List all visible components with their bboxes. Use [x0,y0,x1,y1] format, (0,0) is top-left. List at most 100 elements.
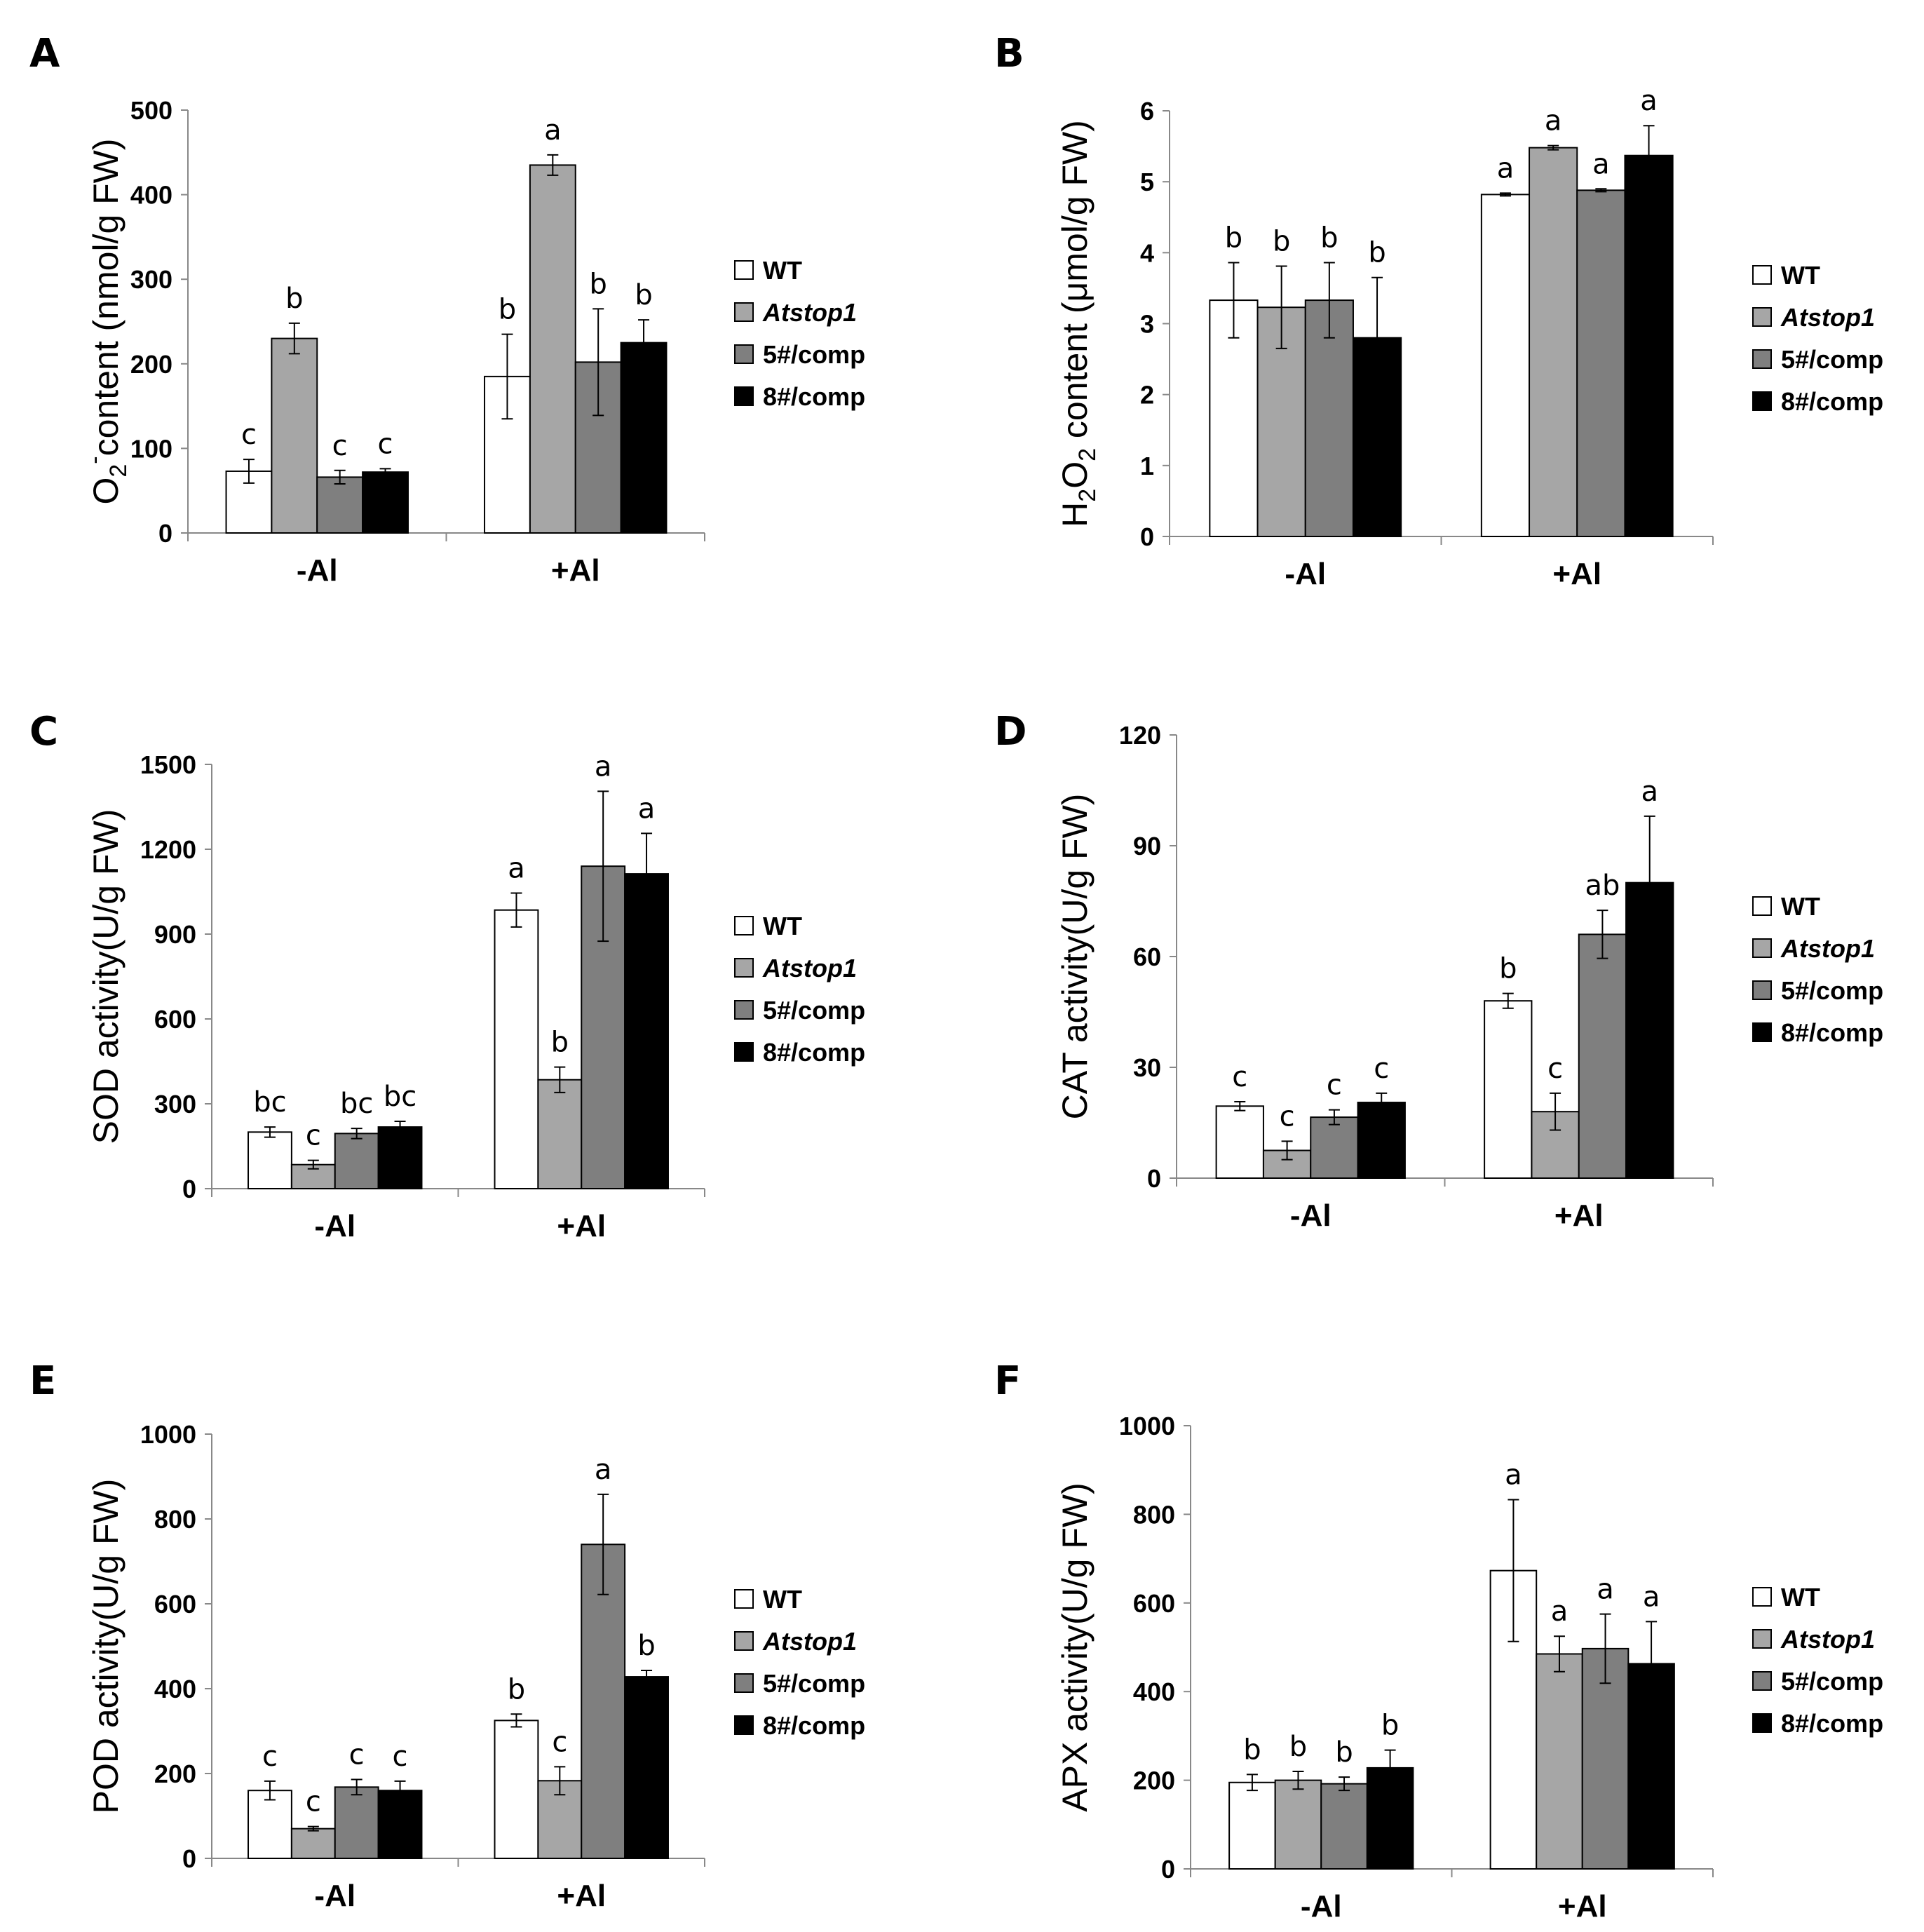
bar-8comp-plus-al [624,873,669,1189]
significance-letter: b [1273,226,1290,258]
legend-entry: Atstop1 [762,954,857,982]
significance-letter: a [638,792,656,825]
x-category-label: -Al [1301,1889,1342,1924]
bar-wt-minus-al [1209,299,1259,537]
y-tick-label: 90 [1133,832,1161,860]
significance-letter: c [306,1120,321,1152]
panel-letter: D [994,709,1027,755]
error-bar [1339,1776,1350,1792]
legend-entry: Atstop1 [1780,1625,1875,1654]
y-tick-label: 0 [158,519,172,548]
legend-swatch [734,958,754,978]
y-tick-label: 400 [130,181,172,210]
significance-letter: b [499,294,516,326]
error-bar [1646,1621,1658,1707]
legend-entry: WT [1781,1583,1820,1612]
y-tick-label: 60 [1133,943,1161,971]
significance-letter: c [262,1741,278,1773]
significance-letter: b [1289,1731,1307,1763]
x-category-label: -Al [314,1209,355,1243]
panel-letter: E [29,1358,56,1404]
significance-letter: b [637,1630,655,1662]
error-bar [1292,1770,1304,1790]
x-category-label: -Al [1290,1198,1332,1233]
y-tick-label: 3 [1140,310,1154,339]
legend: WT Atstop1 5#/comp 8#/comp [734,256,865,411]
error-bar [1547,144,1559,151]
error-bar [264,1126,276,1138]
y-tick-label: 300 [130,265,172,294]
error-bar [592,308,604,417]
legend-swatch [1752,1587,1772,1607]
x-category-label: +Al [557,1879,606,1913]
legend-entry: 5#/comp [1781,976,1883,1005]
legend-entry: 8#/comp [763,1038,865,1067]
legend-swatch [1752,1671,1772,1691]
bar-8comp-minus-al [377,1790,423,1859]
bar-wt-minus-al [1215,1105,1264,1180]
significance-letter: a [1551,1595,1569,1628]
error-bar [1553,1635,1565,1673]
y-tick-label: 2 [1140,381,1154,410]
significance-letter: c [1232,1061,1247,1093]
error-bar [1275,265,1287,349]
error-bar [641,832,653,915]
significance-letter: a [508,853,525,885]
x-category-label: -Al [1285,557,1326,591]
significance-letter: c [1547,1053,1563,1085]
y-axis-label: H2O2 content (μmol/g FW) [1055,120,1101,527]
y-tick-label: 200 [1133,1767,1175,1795]
bar-5comp-minus-al [1310,1116,1359,1179]
legend-entry: 5#/comp [1781,345,1883,374]
legend: WT Atstop1 5#/comp 8#/comp [1752,892,1883,1047]
legend-swatch [1752,1713,1772,1733]
significance-letter: c [1374,1053,1389,1085]
bar-wt-plus-al [1484,1000,1533,1179]
y-tick-label: 1500 [140,750,196,779]
error-bar [1323,262,1335,339]
y-tick-label: 200 [130,350,172,379]
legend-swatch [1752,896,1772,916]
legend-swatch [1752,307,1772,327]
bar-wt-plus-al [1480,194,1531,537]
bar-5comp-minus-al [334,1786,379,1860]
significance-letter: a [595,750,612,783]
legend-swatch [1752,265,1772,285]
bar-atstop1-plus-al [529,164,576,534]
y-tick-label: 0 [1147,1164,1161,1193]
y-tick-label: 600 [154,1590,196,1619]
significance-letter: c [552,1726,567,1758]
error-bar [288,322,300,355]
bar-atstop1-plus-al [1529,147,1578,537]
legend-entry: Atstop1 [1780,303,1875,332]
y-tick-label: 30 [1133,1053,1161,1082]
error-bar [1508,1499,1519,1642]
significance-letter: b [635,279,652,311]
significance-letter: a [1497,152,1515,184]
y-axis-label: CAT activity(U/g FW) [1055,794,1095,1120]
significance-letter: b [1320,222,1338,254]
error-bar [394,1780,406,1801]
y-tick-label: 120 [1119,721,1161,750]
error-bar [334,469,346,485]
y-axis-label: POD activity(U/g FW) [86,1479,126,1814]
error-bar [597,790,609,943]
significance-letter: bc [340,1088,373,1120]
y-tick-label: 1 [1140,452,1154,480]
error-bar [264,1780,276,1801]
y-tick-label: 1000 [140,1420,196,1449]
panel-letter: B [994,31,1024,76]
legend-swatch [1752,349,1772,369]
y-tick-label: 5 [1140,168,1154,196]
error-bar [1643,125,1655,187]
legend-entry: 5#/comp [1781,1667,1883,1696]
legend-swatch [1752,1022,1772,1042]
error-bar [1502,992,1514,1009]
significance-letter: b [1335,1736,1353,1769]
legend-entry: WT [1781,261,1820,290]
x-category-label: +Al [551,553,600,588]
bar-8comp-plus-al [624,1676,669,1860]
